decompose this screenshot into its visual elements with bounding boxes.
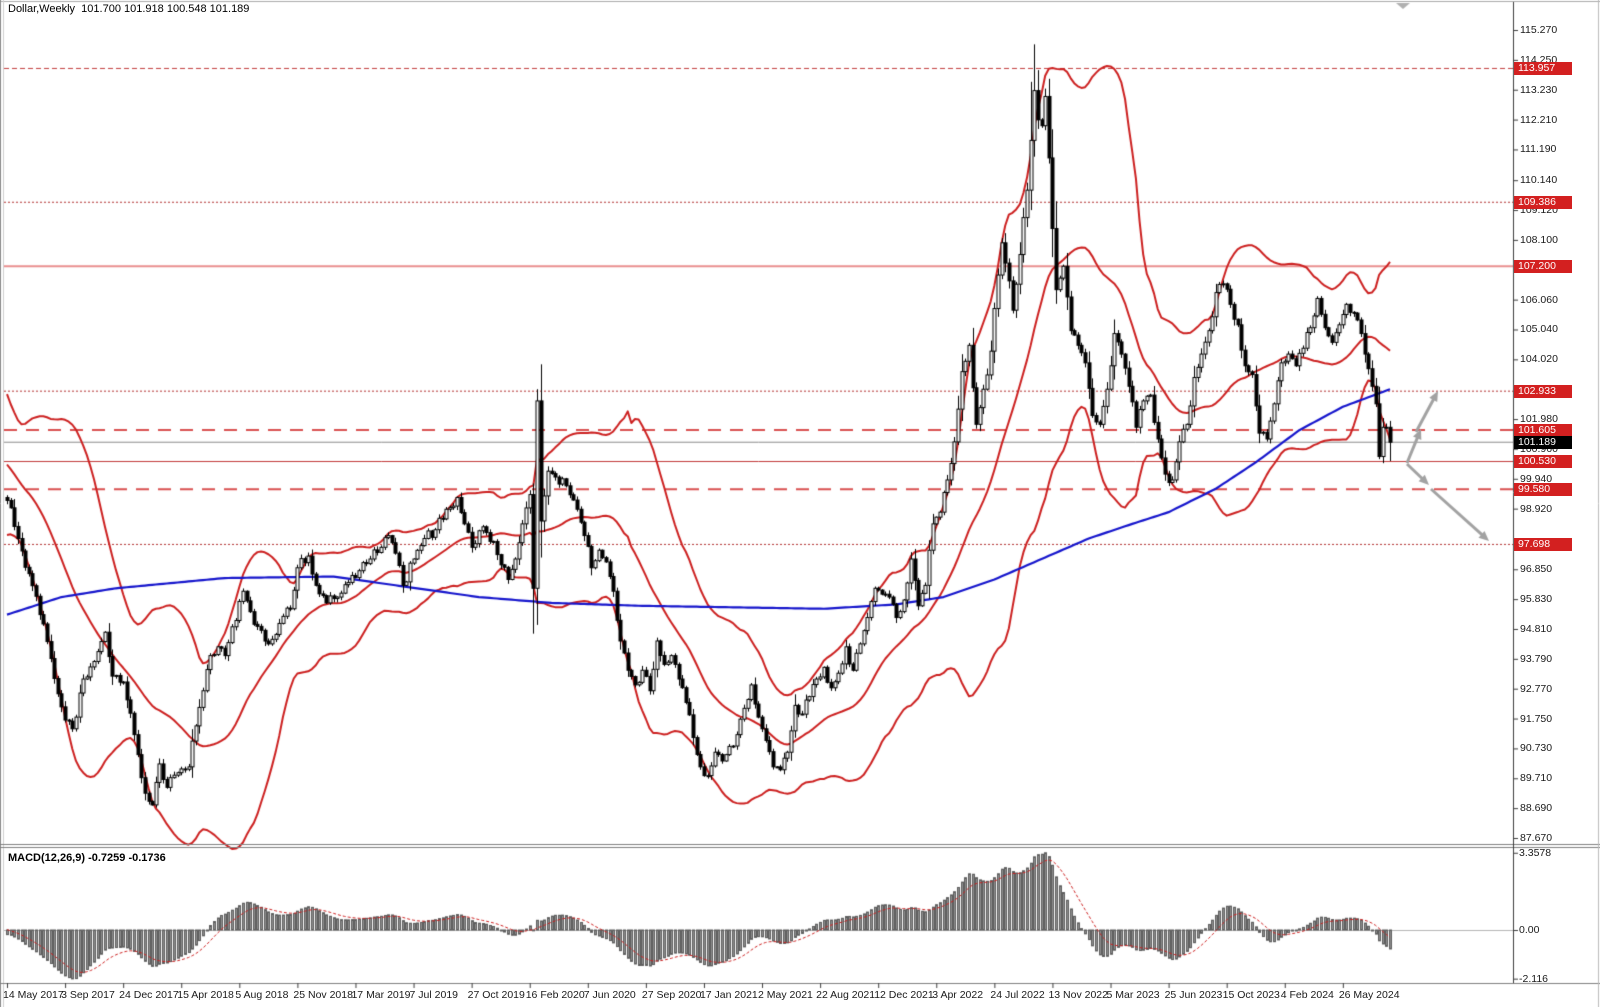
macd-indicator-label: MACD(12,26,9) -0.7259 -0.1736 <box>8 852 166 864</box>
price-axis-label: 110.140 <box>1520 174 1558 187</box>
time-axis-label: 26 May 2024 <box>1338 989 1400 1001</box>
high-value: 101.918 <box>124 3 164 15</box>
price-axis-label: 92.770 <box>1520 682 1553 695</box>
symbol-period-label: Dollar,Weekly <box>8 3 76 15</box>
time-axis-label: 24 Dec 2017 <box>119 989 179 1001</box>
price-level-badge: 102.933 <box>1514 384 1572 398</box>
time-axis-label: 3 Sep 2017 <box>61 989 115 1001</box>
time-axis-label: 25 Jun 2023 <box>1164 989 1223 1001</box>
time-axis-label: 24 Jul 2022 <box>990 989 1045 1001</box>
macd-name: MACD(12,26,9) <box>8 852 86 864</box>
close-value: 101.189 <box>209 3 250 15</box>
time-axis-label: 27 Oct 2019 <box>467 989 525 1001</box>
time-axis-label: 14 May 2017 <box>3 989 64 1001</box>
macd-axis-label: 0.00 <box>1519 924 1540 936</box>
macd-axis-label: 3.3578 <box>1519 846 1552 859</box>
price-axis-label: 96.850 <box>1520 563 1553 576</box>
price-axis-label: 112.210 <box>1520 113 1558 126</box>
time-axis-label: 5 Mar 2023 <box>1106 989 1160 1001</box>
price-axis-label: 88.690 <box>1520 802 1553 815</box>
time-axis-label: 4 Feb 2024 <box>1280 989 1334 1001</box>
price-axis-label: 95.830 <box>1520 593 1553 606</box>
time-axis-label: 17 Jan 2021 <box>699 989 758 1001</box>
time-axis-label: 13 Nov 2022 <box>1048 989 1108 1001</box>
time-axis-label: 27 Sep 2020 <box>641 989 702 1001</box>
price-axis-label: 90.730 <box>1520 742 1553 755</box>
time-axis-label: 3 Apr 2022 <box>932 989 984 1001</box>
open-value: 101.700 <box>81 3 121 15</box>
price-level-badge: 97.698 <box>1514 537 1572 551</box>
current-price-badge: 101.189 <box>1514 435 1572 449</box>
time-axis-label: 16 Feb 2020 <box>525 989 585 1001</box>
price-axis-label: 115.270 <box>1520 24 1558 36</box>
macd-axis-label: -2.116 <box>1519 972 1548 985</box>
price-level-badge: 99.580 <box>1514 482 1572 496</box>
price-axis-label: 89.710 <box>1520 772 1553 785</box>
price-axis-label: 99.940 <box>1520 472 1553 485</box>
low-value: 100.548 <box>166 3 207 15</box>
macd-signal-value: -0.1736 <box>128 852 166 864</box>
price-axis-label: 91.750 <box>1520 712 1553 725</box>
price-axis-label: 108.100 <box>1520 233 1558 246</box>
price-axis-label: 113.230 <box>1520 83 1558 96</box>
time-axis-label: 25 Nov 2018 <box>293 989 353 1001</box>
time-axis-label: 12 Dec 2021 <box>874 989 934 1001</box>
time-axis-label: 15 Oct 2023 <box>1222 989 1280 1001</box>
price-level-badge: 101.605 <box>1514 423 1572 437</box>
time-axis-label: 2 May 2021 <box>758 989 813 1001</box>
quote-title: Dollar,Weekly 101.700 101.918 100.548 10… <box>8 3 249 15</box>
time-axis-label: 22 Aug 2021 <box>816 989 876 1001</box>
price-axis-label: 111.190 <box>1520 143 1557 156</box>
price-axis-label: 93.790 <box>1520 652 1553 665</box>
price-axis-label: 104.020 <box>1520 353 1558 366</box>
price-axis-label: 98.920 <box>1520 502 1553 515</box>
price-level-badge: 100.530 <box>1514 455 1572 469</box>
time-axis-label: 15 Apr 2018 <box>177 989 234 1001</box>
price-axis-label: 87.670 <box>1520 832 1553 844</box>
time-axis-label: 7 Jul 2019 <box>409 989 459 1001</box>
time-axis-label: 17 Mar 2019 <box>351 989 411 1001</box>
price-axis-label: 101.980 <box>1520 413 1558 426</box>
macd-line-value: -0.7259 <box>88 852 126 864</box>
price-level-badge: 109.386 <box>1514 195 1572 209</box>
time-axis-label: 7 Jun 2020 <box>583 989 636 1001</box>
price-level-badge: 107.200 <box>1514 259 1572 273</box>
price-axis-label: 94.810 <box>1520 622 1553 635</box>
price-axis-label: 105.040 <box>1520 323 1558 336</box>
time-axis-label: 5 Aug 2018 <box>235 989 289 1001</box>
price-axis-label: 106.060 <box>1520 293 1558 306</box>
price-level-badge: 113.957 <box>1514 61 1572 75</box>
